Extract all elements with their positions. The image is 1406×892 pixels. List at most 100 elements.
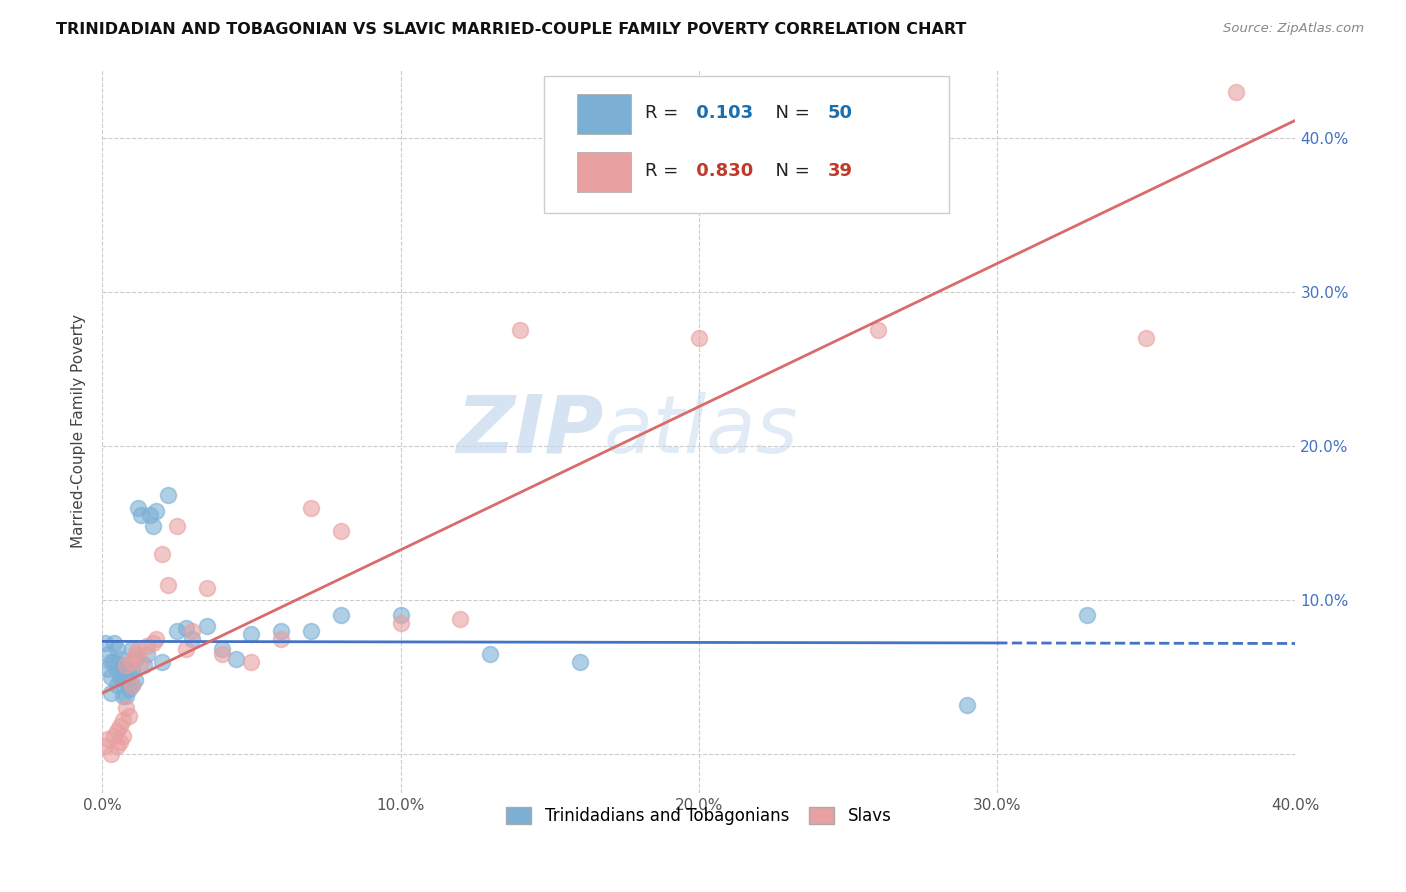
Point bbox=[124, 647, 146, 661]
Point bbox=[299, 624, 322, 638]
FancyBboxPatch shape bbox=[576, 94, 631, 134]
Point bbox=[195, 619, 218, 633]
Point bbox=[156, 488, 179, 502]
Point bbox=[118, 708, 141, 723]
Text: N =: N = bbox=[765, 104, 815, 122]
Point bbox=[105, 662, 128, 676]
Point bbox=[270, 632, 292, 646]
Point bbox=[105, 724, 128, 739]
Point bbox=[166, 624, 188, 638]
Point bbox=[103, 655, 125, 669]
Point bbox=[156, 577, 179, 591]
Point bbox=[174, 621, 197, 635]
Point bbox=[100, 685, 122, 699]
Point bbox=[139, 508, 162, 523]
Point bbox=[211, 647, 233, 661]
Point bbox=[132, 657, 155, 672]
Point bbox=[129, 508, 152, 523]
Point bbox=[329, 524, 352, 538]
Point bbox=[115, 662, 138, 676]
Point bbox=[112, 673, 135, 688]
Point bbox=[866, 323, 889, 337]
Point bbox=[124, 651, 146, 665]
Point bbox=[166, 519, 188, 533]
Point bbox=[121, 678, 143, 692]
Point bbox=[329, 608, 352, 623]
Point bbox=[127, 500, 149, 515]
Text: 50: 50 bbox=[828, 104, 852, 122]
Point bbox=[112, 657, 135, 672]
Point bbox=[121, 678, 143, 692]
Point bbox=[97, 731, 120, 746]
Point bbox=[115, 657, 138, 672]
Point bbox=[150, 547, 173, 561]
Point bbox=[211, 642, 233, 657]
Text: R =: R = bbox=[645, 162, 685, 180]
Legend: Trinidadians and Tobagonians, Slavs: Trinidadians and Tobagonians, Slavs bbox=[496, 797, 901, 835]
Text: ZIP: ZIP bbox=[456, 392, 603, 469]
Point bbox=[115, 673, 138, 688]
Point bbox=[121, 662, 143, 676]
Point bbox=[94, 739, 117, 754]
Point bbox=[136, 647, 159, 661]
Point bbox=[136, 640, 159, 654]
Point bbox=[108, 651, 131, 665]
Point bbox=[142, 519, 165, 533]
Point bbox=[112, 689, 135, 703]
Point bbox=[389, 608, 412, 623]
FancyBboxPatch shape bbox=[544, 76, 949, 213]
Text: Source: ZipAtlas.com: Source: ZipAtlas.com bbox=[1223, 22, 1364, 36]
Point bbox=[270, 624, 292, 638]
Point bbox=[1076, 608, 1098, 623]
Point bbox=[97, 647, 120, 661]
Point bbox=[108, 719, 131, 733]
Point bbox=[115, 689, 138, 703]
Text: TRINIDADIAN AND TOBAGONIAN VS SLAVIC MARRIED-COUPLE FAMILY POVERTY CORRELATION C: TRINIDADIAN AND TOBAGONIAN VS SLAVIC MAR… bbox=[56, 22, 966, 37]
Point bbox=[121, 655, 143, 669]
Point bbox=[1135, 331, 1157, 345]
FancyBboxPatch shape bbox=[576, 152, 631, 192]
Text: 0.103: 0.103 bbox=[690, 104, 754, 122]
Point bbox=[299, 500, 322, 515]
Point bbox=[240, 655, 263, 669]
Point bbox=[180, 624, 202, 638]
Point bbox=[105, 678, 128, 692]
Point bbox=[956, 698, 979, 712]
Point bbox=[124, 673, 146, 688]
Point bbox=[115, 701, 138, 715]
Point bbox=[100, 747, 122, 761]
Point bbox=[121, 642, 143, 657]
Point bbox=[112, 713, 135, 727]
Point bbox=[174, 642, 197, 657]
Point bbox=[449, 611, 471, 625]
Point bbox=[105, 739, 128, 754]
Point bbox=[1225, 85, 1247, 99]
Point bbox=[105, 642, 128, 657]
Text: R =: R = bbox=[645, 104, 685, 122]
Point bbox=[129, 655, 152, 669]
Point bbox=[103, 729, 125, 743]
Point bbox=[180, 632, 202, 646]
Y-axis label: Married-Couple Family Poverty: Married-Couple Family Poverty bbox=[72, 314, 86, 548]
Point bbox=[225, 651, 247, 665]
Point bbox=[240, 627, 263, 641]
Point bbox=[479, 647, 502, 661]
Point bbox=[150, 655, 173, 669]
Point bbox=[389, 616, 412, 631]
Point bbox=[195, 581, 218, 595]
Point bbox=[127, 642, 149, 657]
Point bbox=[108, 735, 131, 749]
Point bbox=[145, 504, 167, 518]
Point bbox=[108, 670, 131, 684]
Text: 39: 39 bbox=[828, 162, 852, 180]
Text: 0.830: 0.830 bbox=[690, 162, 754, 180]
Point bbox=[688, 331, 710, 345]
Point bbox=[568, 655, 591, 669]
Point bbox=[100, 655, 122, 669]
Point bbox=[103, 636, 125, 650]
Point bbox=[142, 636, 165, 650]
Point bbox=[118, 682, 141, 697]
Point bbox=[112, 729, 135, 743]
Text: atlas: atlas bbox=[603, 392, 799, 469]
Point bbox=[145, 632, 167, 646]
